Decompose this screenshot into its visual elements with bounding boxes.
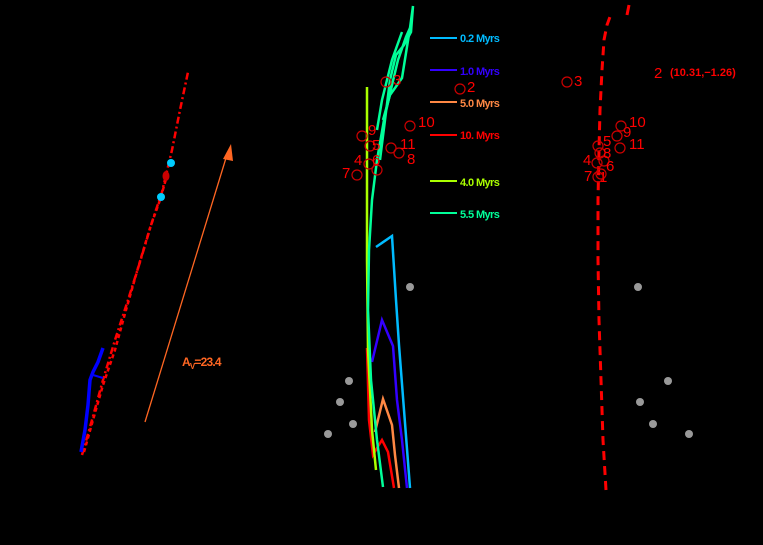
cyan-point-a <box>167 159 175 167</box>
source-label: 4 <box>354 152 362 169</box>
dashed-track-right <box>596 13 613 491</box>
source-circle <box>371 164 383 176</box>
right-sources: 1 2 (10.31,−1.26) 3 4 5 6 7 8 9 10 11 <box>561 65 736 186</box>
isochrone-1.0myr <box>370 316 409 489</box>
source-label: 9 <box>623 124 631 141</box>
source-circle <box>356 130 368 142</box>
source-circle <box>393 147 405 159</box>
source-circle <box>594 147 606 159</box>
source-circle <box>611 130 623 142</box>
isochrone-0.2myr <box>375 233 412 489</box>
legend-item-4.0myr: 4.0 Myrs <box>430 177 500 189</box>
source-circle <box>454 83 466 95</box>
source-label: 6 <box>606 158 614 175</box>
legend-label: 4.0 Myrs <box>460 177 500 189</box>
source-label: 6 <box>372 152 380 169</box>
isochrone-5.5myr <box>366 5 415 488</box>
source-circle <box>592 140 604 152</box>
dashed-track-lower <box>82 171 170 453</box>
source-label: 4 <box>583 152 591 169</box>
isochrone-10myr <box>365 347 396 489</box>
left-panel: AV=23.4 <box>79 71 233 456</box>
source-circle <box>351 169 363 181</box>
source-label: 2 <box>654 65 662 82</box>
source-label: 3 <box>574 73 582 90</box>
source-label: 9 <box>368 122 376 139</box>
source-circle <box>615 120 627 132</box>
source-label: 7 <box>584 168 592 185</box>
source-circle <box>591 157 603 169</box>
source-circle <box>592 171 604 183</box>
source-label: 8 <box>407 151 415 168</box>
legend-label: 0.2 Myrs <box>460 33 500 45</box>
cyan-point-b <box>157 193 165 201</box>
legend: 0.2 Myrs 1.0 Myrs 5.0 Myrs 10. Myrs 4.0 … <box>430 33 500 221</box>
legend-item-10myr: 10. Myrs <box>430 130 500 142</box>
blue-tick <box>92 374 104 379</box>
legend-item-0.2myr: 0.2 Myrs <box>430 33 500 45</box>
source-label: 7 <box>342 165 350 182</box>
middle-sources: 2 3 4 5 6 7 8 9 10 11 <box>342 72 475 182</box>
darkred-point <box>162 171 170 181</box>
source-circle <box>363 158 375 170</box>
right-gray-points <box>634 283 693 438</box>
legend-item-1.0myr: 1.0 Myrs <box>430 66 500 78</box>
source-circle <box>380 76 392 88</box>
source-label: 10 <box>629 114 646 131</box>
legend-label: 5.0 Myrs <box>460 98 500 110</box>
source-label: 10 <box>418 114 435 131</box>
legend-item-5.5myr: 5.5 Myrs <box>430 209 500 221</box>
source-2-coords: (10.31,−1.26) <box>670 67 736 79</box>
middle-panel: 2 3 4 5 6 7 8 9 10 11 <box>324 5 475 489</box>
source-circle <box>561 76 573 88</box>
source-circle <box>595 168 607 180</box>
legend-label: 5.5 Myrs <box>460 209 500 221</box>
source-label: 5 <box>603 133 611 150</box>
isochrone-5.5myr-branch <box>375 31 404 131</box>
extinction-arrow <box>144 157 227 423</box>
right-panel: 1 2 (10.31,−1.26) 3 4 5 6 7 8 9 10 11 <box>561 4 736 491</box>
middle-gray-points <box>324 283 414 438</box>
legend-item-5.0myr: 5.0 Myrs <box>430 98 500 110</box>
source-circle <box>404 120 416 132</box>
source-circle <box>614 142 626 154</box>
source-label: 11 <box>629 136 645 153</box>
blue-segment <box>79 347 105 453</box>
source-label: 11 <box>400 136 416 153</box>
source-label: 3 <box>393 72 401 89</box>
source-label: 2 <box>467 79 475 96</box>
source-label: 5 <box>372 137 380 154</box>
source-circle <box>364 140 376 152</box>
track-right-top <box>625 4 631 16</box>
isochrone-5.5myr-hook <box>381 27 412 121</box>
source-label: 8 <box>603 145 611 162</box>
arrow-head-icon <box>223 144 233 161</box>
extinction-label: AV=23.4 <box>182 355 222 371</box>
legend-label: 10. Myrs <box>460 130 500 142</box>
source-circle <box>385 142 397 154</box>
isochrone-5.0myr <box>373 394 401 489</box>
legend-label: 1.0 Myrs <box>460 66 500 78</box>
